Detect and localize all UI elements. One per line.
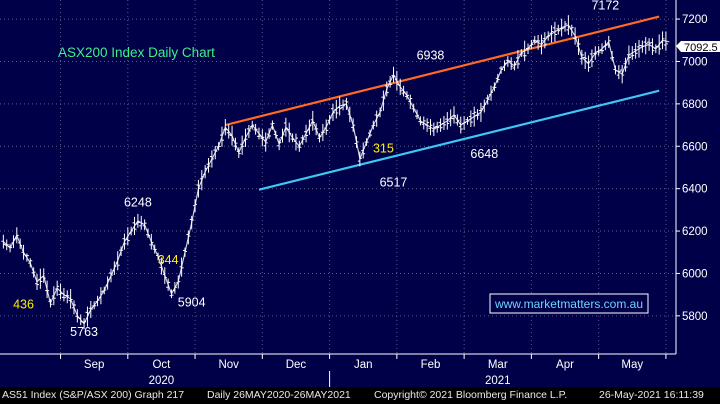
- y-tick-label: 5800: [682, 311, 708, 323]
- footer-copyright: Copyright© 2021 Bloomberg Finance L.P.: [374, 389, 568, 401]
- support-trend-line: [258, 89, 660, 191]
- annotation-label: 5763: [70, 325, 98, 339]
- y-axis: 5800 6000 6200 6400 6600 6800 7000 7200: [675, 0, 708, 354]
- x-tick-label: Mar: [488, 359, 508, 371]
- y-tick-label: 6800: [682, 99, 708, 111]
- annotation-label: 6248: [124, 196, 152, 210]
- price-series: [1, 15, 670, 330]
- chart-title: ASX200 Index Daily Chart: [58, 45, 215, 60]
- trend-lines: [225, 15, 660, 191]
- footer-security: AS51 Index (S&P/ASX 200) Graph 217: [2, 389, 185, 401]
- y-tick-label: 6600: [682, 141, 708, 153]
- annotation-label: 6648: [470, 147, 498, 161]
- year-label: 2021: [485, 375, 511, 387]
- y-tick-label: 6400: [682, 184, 708, 196]
- year-label: 2020: [149, 375, 175, 387]
- x-tick-label: Nov: [218, 359, 239, 371]
- annotation-label: 315: [373, 142, 394, 156]
- y-tick-label: 6000: [682, 268, 708, 280]
- footer: AS51 Index (S&P/ASX 200) Graph 217 Daily…: [0, 387, 720, 404]
- x-axis: Sep Oct Nov Dec Jan Feb Mar Apr May 2020 2021: [0, 353, 676, 387]
- y-tick-label: 7000: [682, 56, 708, 68]
- price-line: [3, 24, 670, 325]
- last-price-label: 7092.5: [684, 42, 718, 54]
- grid: [0, 0, 676, 354]
- y-tick-label: 6200: [682, 226, 708, 238]
- watermark: www.marketmatters.com.au: [494, 297, 643, 311]
- y-tick-label: 7200: [682, 14, 708, 26]
- annotation-label: 6938: [417, 48, 445, 62]
- annotation-label: 344: [158, 253, 179, 267]
- footer-timestamp: 26-May-2021 16:11:39: [599, 389, 704, 401]
- x-tick-label: Sep: [84, 359, 104, 371]
- annotation-label: 5904: [178, 295, 206, 309]
- last-price-pointer: [676, 41, 720, 52]
- plot-background: [0, 0, 720, 387]
- x-tick-label: Apr: [556, 359, 574, 371]
- x-tick-label: Feb: [421, 359, 441, 371]
- x-tick-label: Oct: [152, 359, 171, 371]
- price-labels: 436 5763 6248 344 5904 315 6517 6938 6648 7172: [13, 0, 619, 339]
- resistance-trend-line: [225, 15, 660, 127]
- annotation-label: 436: [13, 297, 34, 311]
- x-tick-label: May: [621, 359, 643, 371]
- chart-svg: 436 5763 6248 344 5904 315 6517 6938 6648 7172 58…: [0, 0, 720, 387]
- watermark-box: [489, 293, 649, 314]
- annotation-label: 6517: [380, 176, 408, 190]
- x-tick-label: Dec: [286, 359, 307, 371]
- x-tick-label: Jan: [354, 359, 373, 371]
- footer-range: Daily 26MAY2020-26MAY2021: [207, 389, 351, 401]
- annotation-label: 7172: [591, 0, 619, 13]
